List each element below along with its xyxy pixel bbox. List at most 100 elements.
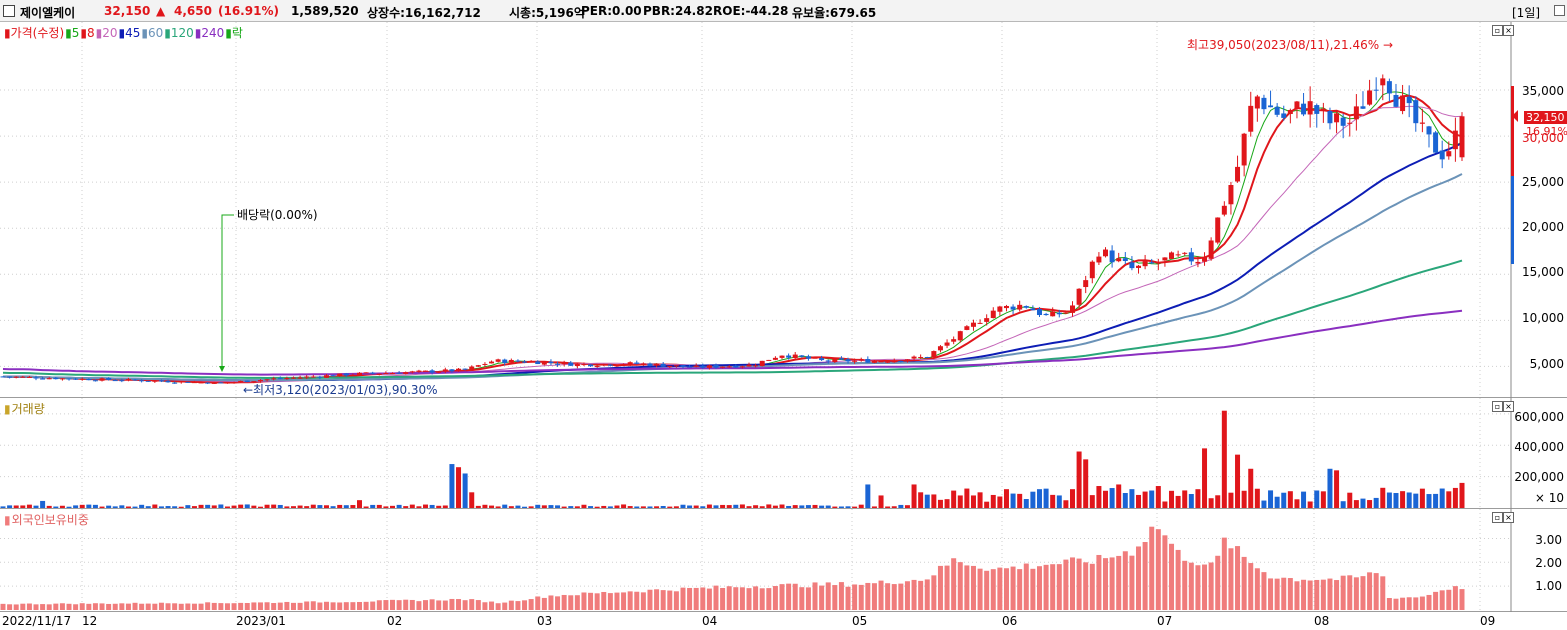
- volume-bar: [59, 505, 65, 508]
- foreign-ratio-bar: [370, 601, 376, 610]
- volume-unit: × 10: [1534, 491, 1564, 505]
- roe-value: ROE:-44.28: [713, 4, 789, 18]
- foreign-ratio-bar: [541, 597, 547, 610]
- candle-body: [766, 359, 772, 361]
- legend-item[interactable]: ▮60: [141, 26, 164, 40]
- candle-body: [1347, 122, 1353, 124]
- volume-bar: [541, 505, 547, 508]
- candle-body: [350, 374, 356, 376]
- period-selector[interactable]: [1일]: [1512, 6, 1541, 20]
- foreign-ratio-bar: [290, 602, 296, 610]
- volume-bar: [1221, 410, 1227, 508]
- stock-name[interactable]: 제이엘케이: [20, 6, 76, 20]
- ma120-line: [2, 259, 1463, 380]
- foreign-ratio-bar: [205, 602, 211, 610]
- candle-body: [1353, 106, 1359, 120]
- foreign-ratio-bar: [1030, 568, 1036, 610]
- panel-close-icon[interactable]: ×: [1503, 25, 1514, 36]
- panel-minimize-icon[interactable]: ▫: [1492, 401, 1503, 412]
- foreign-ratio-bar: [475, 600, 481, 610]
- volume-bar: [1367, 500, 1373, 508]
- select-checkbox[interactable]: [3, 5, 15, 17]
- candle-body: [1340, 117, 1346, 126]
- foreign-ratio-bar: [0, 603, 6, 610]
- candle-body: [79, 378, 85, 380]
- foreign-ratio-bar: [1103, 558, 1109, 610]
- candle-body: [1327, 111, 1333, 124]
- volume-bar: [92, 504, 98, 508]
- volume-bar: [489, 505, 495, 508]
- foreign-ratio-bar: [1307, 580, 1313, 610]
- volume-bar: [1268, 490, 1274, 508]
- candle-body: [1439, 150, 1445, 160]
- legend-item[interactable]: ▮8: [80, 26, 95, 40]
- foreign-ratio-bar: [1155, 529, 1161, 610]
- candle-body: [1195, 261, 1201, 264]
- volume-bar: [132, 506, 138, 508]
- volume-bar: [588, 506, 594, 508]
- candle-body: [198, 382, 204, 384]
- foreign-ratio-bar: [1287, 578, 1293, 610]
- volume-bar: [1202, 448, 1208, 508]
- foreign-ratio-bar: [931, 575, 937, 610]
- foreign-ratio-bar: [1228, 548, 1234, 610]
- volume-bar: [290, 506, 296, 508]
- volume-bar: [456, 467, 462, 508]
- foreign-ratio-bar: [1386, 598, 1392, 610]
- volume-bar: [350, 505, 356, 508]
- candle-body: [574, 363, 580, 367]
- legend-item[interactable]: ▮5: [65, 26, 80, 40]
- legend-item[interactable]: ▮120: [164, 26, 194, 40]
- volume-bar: [1208, 498, 1214, 508]
- volume-bar: [1083, 459, 1089, 508]
- volume-bar: [211, 505, 217, 508]
- panel-minimize-icon[interactable]: ▫: [1492, 25, 1503, 36]
- volume-bar: [607, 506, 613, 508]
- legend-item[interactable]: ▮240: [194, 26, 225, 40]
- candle-body: [614, 365, 620, 367]
- foreign-ratio-bar: [264, 602, 270, 610]
- candle-body: [1129, 262, 1135, 269]
- window-close-icon[interactable]: [1554, 5, 1565, 16]
- candle-body: [627, 362, 633, 365]
- candle-body: [706, 365, 712, 368]
- foreign-ratio-bar: [574, 595, 580, 610]
- volume-bar: [515, 505, 521, 508]
- panel-close-icon[interactable]: ×: [1503, 512, 1514, 523]
- candle-body: [845, 359, 851, 362]
- y-tick: 10,000: [1522, 311, 1564, 325]
- foreign-ratio-bar: [1400, 597, 1406, 610]
- foreign-ratio-bar: [858, 584, 864, 610]
- volume-bar: [1433, 493, 1439, 508]
- candle-body: [812, 357, 818, 359]
- candle-body: [304, 376, 310, 378]
- volume-bar: [568, 506, 574, 508]
- candle-body: [502, 359, 508, 363]
- candle-body: [310, 376, 316, 378]
- panel-close-icon[interactable]: ×: [1503, 401, 1514, 412]
- legend-item[interactable]: ▮20: [95, 26, 118, 40]
- candle-body: [1426, 126, 1432, 135]
- per-value: PER:0.00: [581, 4, 642, 18]
- volume-bar: [687, 505, 693, 508]
- volume-bar: [1261, 500, 1267, 508]
- candle-body: [1155, 262, 1161, 264]
- foreign-ratio-bar: [911, 579, 917, 610]
- legend-item[interactable]: ▮45: [118, 26, 141, 40]
- legend-item[interactable]: ▮락: [225, 26, 243, 40]
- legend-item[interactable]: ▮가격(수정): [4, 26, 65, 40]
- candle-body: [1274, 106, 1280, 115]
- foreign-ratio-bar: [1023, 563, 1029, 610]
- quote-header: 제이엘케이 32,150 ▲ 4,650 (16.91%) 1,589,520 …: [0, 0, 1567, 22]
- foreign-ratio-bar: [621, 592, 627, 610]
- volume-bar: [1010, 493, 1016, 508]
- listed-shares: 상장수:16,162,712: [367, 6, 481, 20]
- y-tick: 35,000: [1522, 84, 1564, 98]
- candle-body: [726, 366, 732, 368]
- foreign-ratio-bar: [277, 602, 283, 610]
- panel-minimize-icon[interactable]: ▫: [1492, 512, 1503, 523]
- foreign-ratio-bar: [416, 601, 422, 610]
- candle-body: [475, 365, 481, 367]
- foreign-ratio-bar: [1063, 559, 1069, 610]
- foreign-ratio-bar: [1373, 573, 1379, 610]
